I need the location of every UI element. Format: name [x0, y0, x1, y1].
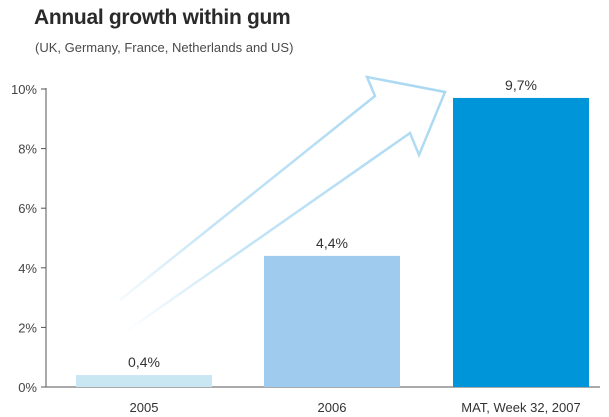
category-label-2: 2006	[318, 400, 347, 415]
bars	[76, 97, 589, 387]
data-label-3: 9,7%	[505, 77, 537, 93]
y-tick-label: 0%	[18, 380, 37, 395]
y-tick-label: 2%	[18, 320, 37, 335]
data-label-2: 4,4%	[316, 235, 348, 251]
chart-title: Annual growth within gum	[34, 6, 291, 29]
data-labels: 0,4% 4,4% 9,7%	[128, 77, 537, 370]
bar-3	[453, 97, 589, 387]
growth-arrow	[119, 75, 447, 332]
chart-subtitle: (UK, Germany, France, Netherlands and US…	[35, 40, 294, 55]
category-label-1: 2005	[130, 400, 159, 415]
bar-1	[76, 375, 212, 387]
bar-2	[264, 255, 400, 387]
category-label-3: MAT, Week 32, 2007	[461, 400, 580, 415]
y-tick-label: 4%	[18, 261, 37, 276]
growth-arrow-shape	[119, 75, 447, 332]
y-tick-label: 8%	[18, 142, 37, 157]
x-axis: 2005 2006 MAT, Week 32, 2007	[130, 400, 581, 415]
data-label-1: 0,4%	[128, 354, 160, 370]
y-tick-label: 10%	[11, 82, 37, 97]
y-tick-label: 6%	[18, 201, 37, 216]
